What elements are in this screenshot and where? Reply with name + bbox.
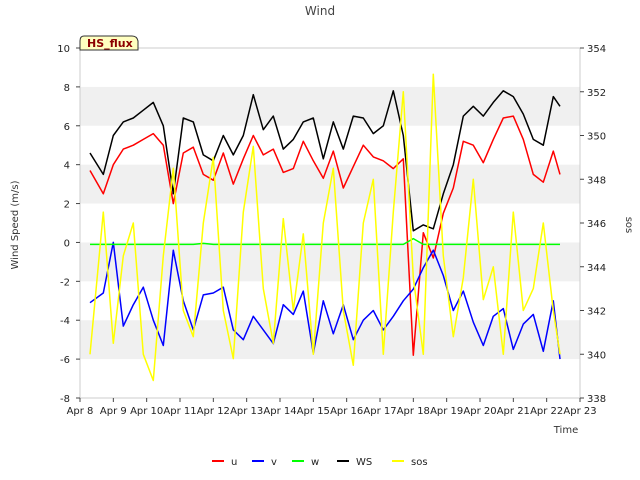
y-tick-label: 10: [57, 44, 70, 55]
x-axis: Apr 8 Apr 9 Apr 10 Apr 11 Apr 12 Apr 13 Apr 14…: [67, 398, 597, 417]
y2-tick-label: 352: [587, 88, 606, 99]
y2-tick-label: 350: [587, 132, 606, 143]
y2-tick-label: 338: [587, 394, 606, 405]
legend-label-WS: WS: [356, 457, 372, 468]
y2-tick-label: 348: [587, 175, 606, 186]
x-tick-label: Apr 16: [330, 406, 363, 417]
y-axis-label: Wind Speed (m/s): [10, 180, 21, 269]
y2-axis-label: sos: [623, 217, 634, 234]
x-tick-label: Apr 13: [230, 406, 263, 417]
x-tick-label: Apr 17: [363, 406, 396, 417]
background-bands: [80, 86, 580, 360]
y2-tick-label: 346: [587, 219, 606, 230]
y-tick-label: -2: [60, 277, 70, 288]
x-axis-label: Time: [553, 425, 578, 436]
annotation-box: HS_flux: [79, 35, 139, 51]
y-tick-label: -6: [60, 355, 70, 366]
y2-tick-label: 344: [587, 263, 606, 274]
legend-label-u: u: [231, 457, 237, 468]
x-tick-label: Apr 20: [463, 406, 496, 417]
x-tick-label: Apr 23: [563, 406, 596, 417]
y-tick-label: 8: [64, 83, 70, 94]
y-tick-label: 2: [64, 200, 70, 211]
y-axis-right: 338 340 342 344 346 348 350 352 354: [580, 44, 606, 405]
x-tick-label: Apr 12: [197, 406, 230, 417]
series-line-u: [89, 115, 561, 356]
x-tick-label: Apr 19: [430, 406, 463, 417]
y-tick-label: 6: [64, 122, 70, 133]
x-tick-label: Apr 10: [130, 406, 163, 417]
series-line-sos: [89, 73, 561, 382]
y-tick-label: 0: [64, 238, 70, 249]
legend-label-sos: sos: [411, 457, 428, 468]
background-band: [80, 86, 580, 126]
x-tick-label: Apr 14: [263, 406, 296, 417]
y-axis-left: -8 -6 -4 -2 0 2 4 6 8 10: [57, 44, 80, 405]
x-tick-label: Apr 15: [297, 406, 330, 417]
y-tick-label: -8: [60, 394, 70, 405]
x-tick-label: Apr 11: [163, 406, 196, 417]
y-tick-label: 4: [64, 161, 70, 172]
x-tick-label: Apr 21: [497, 406, 530, 417]
legend-label-v: v: [271, 457, 277, 468]
legend-label-w: w: [311, 457, 319, 468]
series-line-w: [90, 237, 560, 246]
series-line-v: [89, 241, 561, 360]
x-tick-label: Apr 18: [397, 406, 430, 417]
y-tick-label: -4: [60, 316, 70, 327]
x-tick-label: Apr 22: [530, 406, 563, 417]
x-tick-label: Apr 9: [100, 406, 127, 417]
y2-tick-label: 340: [587, 350, 606, 361]
y2-tick-label: 354: [587, 44, 606, 55]
legend: u v w WS sos: [212, 457, 428, 468]
background-band: [80, 242, 580, 282]
chart-title: Wind: [305, 4, 335, 18]
series-layer: [89, 73, 561, 382]
y2-tick-label: 342: [587, 307, 606, 318]
x-tick-label: Apr 8: [67, 406, 94, 417]
annotation-label: HS_flux: [87, 37, 133, 50]
